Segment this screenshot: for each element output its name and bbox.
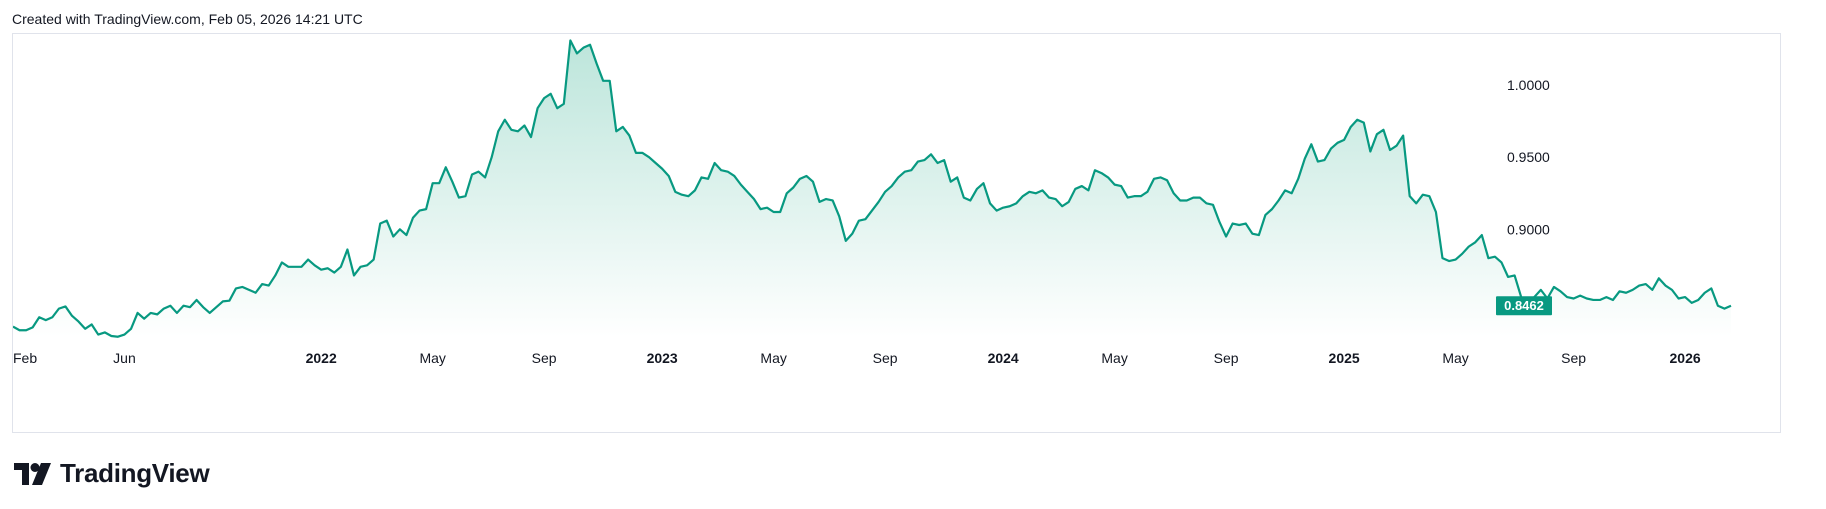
chart-frame[interactable]: 1.00000.95000.90000.85000.8462FebJun2022… bbox=[12, 33, 1781, 433]
x-tick-label: Sep bbox=[1214, 350, 1239, 366]
x-tick-label: Sep bbox=[873, 350, 898, 366]
x-tick-label: 2022 bbox=[306, 350, 337, 366]
x-tick-label: Jun bbox=[113, 350, 136, 366]
y-tick-label: 1.0000 bbox=[1507, 77, 1550, 93]
last-price-badge bbox=[1496, 296, 1552, 316]
x-tick-label: May bbox=[1101, 350, 1127, 366]
x-tick-label: Feb bbox=[13, 350, 37, 366]
x-tick-label: Sep bbox=[1561, 350, 1586, 366]
x-tick-label: May bbox=[419, 350, 445, 366]
x-tick-label: 2025 bbox=[1329, 350, 1360, 366]
tradingview-logo-icon bbox=[14, 462, 51, 485]
chart-caption: Created with TradingView.com, Feb 05, 20… bbox=[12, 11, 363, 27]
x-tick-label: 2024 bbox=[988, 350, 1019, 366]
price-area-fill bbox=[13, 40, 1731, 337]
price-chart[interactable]: 1.00000.95000.90000.85000.8462FebJun2022… bbox=[13, 34, 1780, 432]
x-tick-label: Sep bbox=[532, 350, 557, 366]
last-price-label: 0.8462 bbox=[1504, 298, 1544, 313]
x-tick-label: 2023 bbox=[647, 350, 678, 366]
tradingview-logo[interactable]: TradingView bbox=[14, 458, 210, 489]
x-tick-label: May bbox=[760, 350, 786, 366]
x-tick-label: 2026 bbox=[1670, 350, 1701, 366]
tradingview-logo-text: TradingView bbox=[60, 458, 210, 488]
price-line[interactable] bbox=[13, 39, 1732, 338]
y-tick-label: 0.9000 bbox=[1507, 221, 1550, 237]
y-tick-label: 0.9500 bbox=[1507, 149, 1550, 165]
x-tick-label: May bbox=[1442, 350, 1468, 366]
